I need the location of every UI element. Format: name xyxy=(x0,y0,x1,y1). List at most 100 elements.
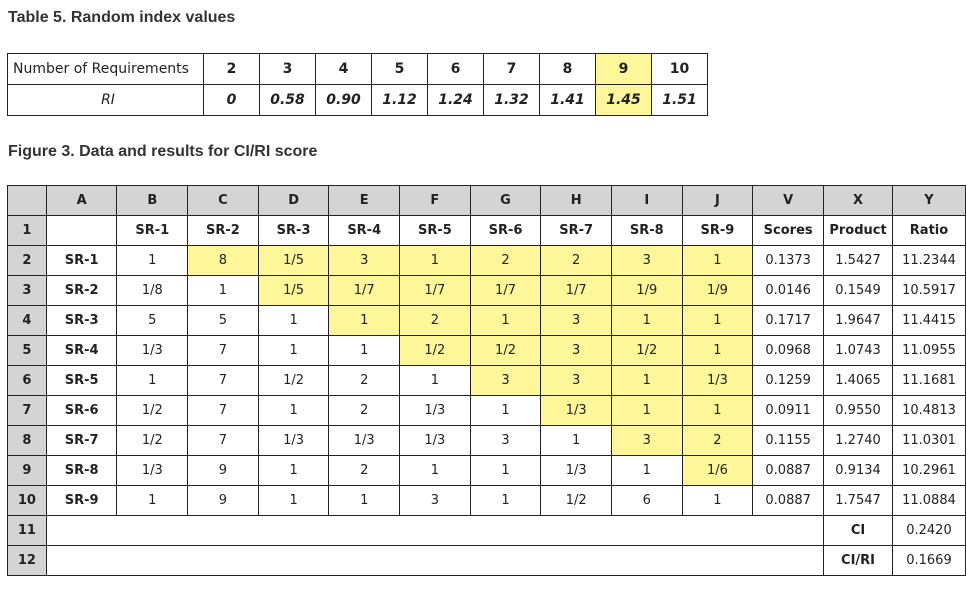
random-index-table: Number of Requirements 2 3 4 5 6 7 8 9 10 RI 0 0.… xyxy=(7,53,708,116)
comparison-cell: 9 xyxy=(187,455,259,486)
row-number: 8 xyxy=(7,425,47,456)
comparison-cell: 7 xyxy=(187,365,259,396)
comparison-cell: 1 xyxy=(540,425,612,456)
comparison-cell: 1 xyxy=(610,455,683,486)
row-label-ri: RI xyxy=(7,84,204,116)
row-number: 1 xyxy=(7,215,47,246)
ci-ri-value: 0.1669 xyxy=(891,545,966,576)
table-row: 4 SR-3 5 5 1 1 2 1 3 1 1 0.1717 1.9647 11.4415 xyxy=(7,305,966,336)
comparison-cell: 1 xyxy=(116,485,189,516)
header-row: 1 SR-1 SR-2 SR-3 SR-4 SR-5 SR-6 SR-7 SR-8 SR-9 Sco… xyxy=(7,215,966,246)
comparison-cell: 1 xyxy=(257,335,330,366)
comparison-cell: 3 xyxy=(399,485,471,516)
ri-value-cell: 1.51 xyxy=(651,84,708,116)
column-letter-b: B xyxy=(116,185,189,216)
score-cell: 0.0146 xyxy=(752,275,825,306)
row-label-requirements: Number of Requirements xyxy=(7,53,204,85)
table-row: 7 SR-6 1/2 7 1 2 1/3 1 1/3 1 1 0.0911 0.9550 10.4813 xyxy=(7,395,966,426)
comparison-cell: 1 xyxy=(610,395,683,426)
comparison-cell: 8 xyxy=(187,245,259,276)
column-letter-y: Y xyxy=(891,185,966,216)
header-cell: SR-5 xyxy=(399,215,471,246)
column-letter-f: F xyxy=(399,185,471,216)
column-letter-v: V xyxy=(752,185,825,216)
table-row: 9 SR-8 1/3 9 1 2 1 1 1/3 1 1/6 0.0887 0.9134 10.2961 xyxy=(7,455,966,486)
requirement-label: SR-6 xyxy=(45,395,118,426)
product-cell: 0.9134 xyxy=(823,455,893,486)
comparison-cell: 3 xyxy=(610,245,683,276)
requirements-count-cell: 7 xyxy=(483,53,540,85)
comparison-cell: 5 xyxy=(116,305,189,336)
product-cell: 1.2740 xyxy=(823,425,893,456)
comparison-cell: 2 xyxy=(328,365,401,396)
column-letter-j: J xyxy=(681,185,754,216)
comparison-cell: 1 xyxy=(116,365,189,396)
comparison-cell: 1/2 xyxy=(399,335,471,366)
comparison-cell: 1 xyxy=(328,305,401,336)
comparison-cell: 1/2 xyxy=(257,365,330,396)
row-number: 11 xyxy=(7,515,47,546)
ratio-cell: 11.2344 xyxy=(891,245,966,276)
comparison-cell: 3 xyxy=(469,425,542,456)
comparison-cell: 1 xyxy=(469,395,542,426)
comparison-cell: 7 xyxy=(187,425,259,456)
comparison-cell: 1/2 xyxy=(610,335,683,366)
column-letter-e: E xyxy=(328,185,401,216)
column-letter-h: H xyxy=(540,185,612,216)
requirements-count-cell: 8 xyxy=(539,53,596,85)
empty-span-cell xyxy=(45,515,825,546)
ri-value-cell: 0.58 xyxy=(259,84,316,116)
comparison-cell: 3 xyxy=(469,365,542,396)
product-cell: 1.5427 xyxy=(823,245,893,276)
requirements-count-cell: 10 xyxy=(651,53,708,85)
header-cell: SR-1 xyxy=(116,215,189,246)
product-cell: 0.9550 xyxy=(823,395,893,426)
header-cell: SR-7 xyxy=(540,215,612,246)
comparison-cell: 1/3 xyxy=(328,425,401,456)
ratio-cell: 11.4415 xyxy=(891,305,966,336)
comparison-cell: 9 xyxy=(187,485,259,516)
requirement-label: SR-2 xyxy=(45,275,118,306)
comparison-cell: 1 xyxy=(328,335,401,366)
header-cell: SR-8 xyxy=(610,215,683,246)
comparison-cell: 1/3 xyxy=(257,425,330,456)
requirements-count-cell: 9 xyxy=(595,53,652,85)
product-cell: 1.4065 xyxy=(823,365,893,396)
comparison-cell: 1/7 xyxy=(469,275,542,306)
comparison-cell: 1/8 xyxy=(116,275,189,306)
comparison-cell: 1 xyxy=(257,485,330,516)
comparison-cell: 3 xyxy=(328,245,401,276)
comparison-cell: 1 xyxy=(469,485,542,516)
corner-cell xyxy=(7,185,47,216)
row-number: 5 xyxy=(7,335,47,366)
ratio-cell: 10.4813 xyxy=(891,395,966,426)
comparison-cell: 6 xyxy=(610,485,683,516)
ri-value-cell: 1.12 xyxy=(371,84,428,116)
row-number: 9 xyxy=(7,455,47,486)
table-row: 8 SR-7 1/2 7 1/3 1/3 1/3 3 1 3 2 0.1155 1.2740 11.030… xyxy=(7,425,966,456)
row-number: 10 xyxy=(7,485,47,516)
ri-value-cell: 0.90 xyxy=(315,84,372,116)
header-cell xyxy=(45,215,118,246)
column-letter-g: G xyxy=(469,185,542,216)
header-cell: SR-6 xyxy=(469,215,542,246)
ri-value-cell: 0 xyxy=(203,84,260,116)
table-row: 5 SR-4 1/3 7 1 1 1/2 1/2 3 1/2 1 0.0968 1.0743 11.095… xyxy=(7,335,966,366)
comparison-cell: 3 xyxy=(540,305,612,336)
ri-table-row-ri: RI 0 0.58 0.90 1.12 1.24 1.32 1.41 1.45 1.51 xyxy=(7,84,708,116)
comparison-cell: 2 xyxy=(399,305,471,336)
ri-value-cell: 1.45 xyxy=(595,84,652,116)
header-cell: SR-2 xyxy=(187,215,259,246)
column-letter-c: C xyxy=(187,185,259,216)
ci-ri-label: CI/RI xyxy=(823,545,893,576)
table-row: 10 SR-9 1 9 1 1 3 1 1/2 6 1 0.0887 1.7547 11.0884 xyxy=(7,485,966,516)
requirements-count-cell: 4 xyxy=(315,53,372,85)
comparison-cell: 3 xyxy=(540,335,612,366)
comparison-cell: 1/7 xyxy=(328,275,401,306)
ratio-cell: 11.1681 xyxy=(891,365,966,396)
table-row: 2 SR-1 1 8 1/5 3 1 2 2 3 1 0.1373 1.5427 11.2344 xyxy=(7,245,966,276)
comparison-cell: 1/3 xyxy=(540,395,612,426)
ri-value-cell: 1.32 xyxy=(483,84,540,116)
empty-span-cell xyxy=(45,545,825,576)
